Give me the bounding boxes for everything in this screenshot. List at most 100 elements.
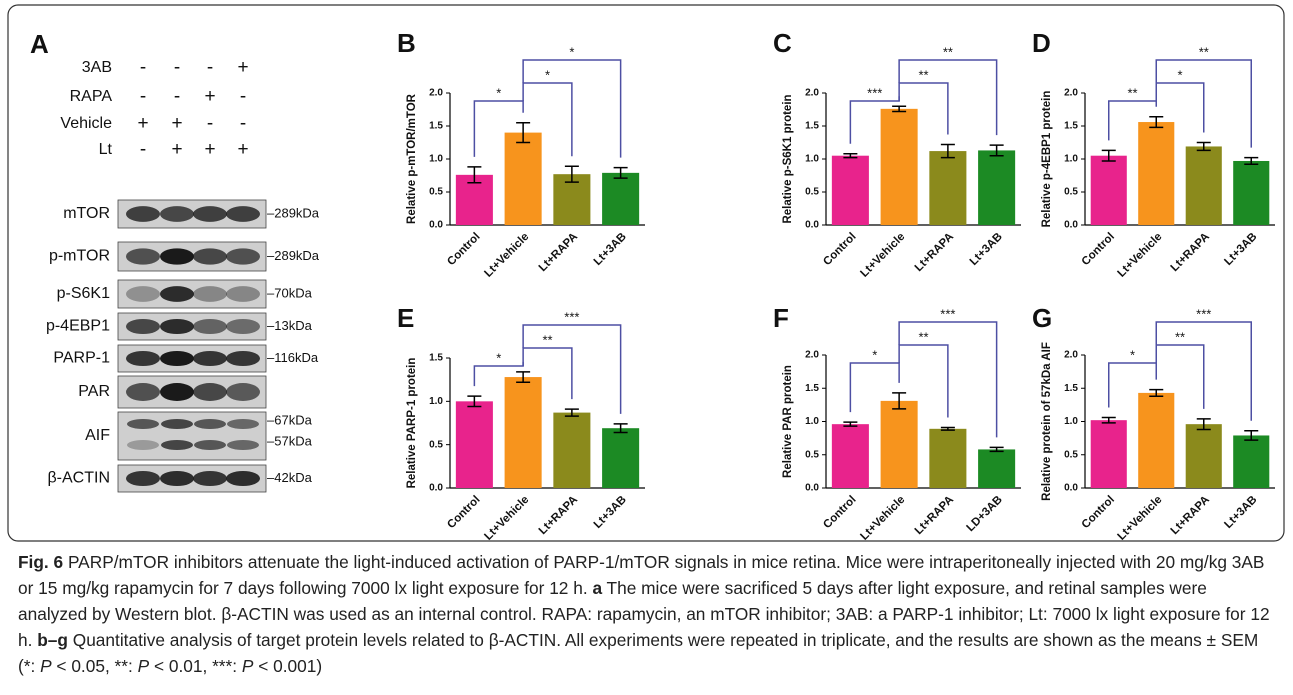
significance-label: ** bbox=[918, 67, 928, 82]
panel-label: B bbox=[397, 28, 416, 58]
bar bbox=[1233, 435, 1269, 488]
treatment-label: Vehicle bbox=[60, 115, 112, 132]
x-tick-label: Lt+3AB bbox=[1222, 494, 1259, 531]
x-tick-label: Lt+RAPA bbox=[537, 494, 580, 537]
y-tick-label: 2.0 bbox=[429, 88, 443, 99]
blot-band bbox=[226, 286, 260, 302]
caption-text: < 0.001) bbox=[253, 656, 322, 676]
x-tick-label: Lt+RAPA bbox=[1169, 231, 1212, 274]
treatment-mark: + bbox=[237, 57, 248, 78]
blot-band bbox=[194, 440, 226, 450]
bar bbox=[1138, 393, 1174, 488]
blot-band bbox=[193, 351, 227, 366]
treatment-mark: + bbox=[204, 86, 215, 107]
caption-text: a bbox=[592, 578, 602, 598]
y-tick-label: 1.0 bbox=[805, 416, 819, 427]
x-tick-label: Lt+Vehicle bbox=[858, 494, 907, 543]
treatment-mark: + bbox=[171, 139, 182, 160]
y-axis-title: Relative p-4EBP1 protein bbox=[1041, 91, 1053, 228]
blot-label: β-ACTIN bbox=[47, 470, 110, 487]
bar bbox=[1091, 156, 1127, 225]
y-tick-label: 0.0 bbox=[429, 220, 443, 231]
blot-band bbox=[193, 383, 227, 401]
caption-text: P bbox=[138, 656, 150, 676]
blot-band bbox=[193, 286, 227, 302]
y-axis-title: Relative PAR protein bbox=[782, 365, 794, 478]
caption-text: < 0.05, **: bbox=[52, 656, 138, 676]
blot-band bbox=[193, 206, 227, 222]
blot-band bbox=[193, 319, 227, 334]
page: A 3AB---+RAPA--+-Vehicle++--Lt-+++mTOR–2… bbox=[0, 0, 1293, 695]
y-tick-label: 1.5 bbox=[429, 353, 443, 364]
x-tick-label: Lt+3AB bbox=[592, 494, 629, 531]
caption-text: < 0.01, ***: bbox=[149, 656, 242, 676]
treatment-mark: - bbox=[140, 86, 146, 107]
bar bbox=[1233, 161, 1269, 225]
blot-band bbox=[226, 471, 260, 486]
blot-size: –42kDa bbox=[267, 470, 313, 485]
significance-label: ** bbox=[1175, 329, 1185, 344]
x-tick-label: Lt+RAPA bbox=[537, 231, 580, 274]
y-tick-label: 0.0 bbox=[1064, 220, 1078, 231]
blot-band bbox=[127, 419, 159, 429]
y-tick-label: 0.5 bbox=[1064, 187, 1078, 198]
blot-band bbox=[126, 471, 160, 486]
blot-band bbox=[160, 206, 194, 222]
bar bbox=[553, 413, 590, 488]
bar bbox=[881, 109, 918, 225]
y-axis-title: Relative PARP-1 protein bbox=[406, 358, 418, 489]
bar bbox=[832, 424, 869, 488]
bar bbox=[1091, 420, 1127, 488]
bar bbox=[456, 401, 493, 488]
blot-band bbox=[126, 351, 160, 366]
caption-label: Fig. 6 bbox=[18, 552, 63, 572]
blot-band bbox=[194, 419, 226, 429]
x-tick-label: Control bbox=[1080, 494, 1117, 531]
blot-band bbox=[161, 440, 193, 450]
treatment-mark: - bbox=[174, 57, 180, 78]
y-tick-label: 0.5 bbox=[1064, 449, 1078, 460]
y-tick-label: 1.5 bbox=[805, 121, 819, 132]
caption-text: b–g bbox=[37, 630, 68, 650]
y-tick-label: 1.5 bbox=[1064, 383, 1078, 394]
treatment-mark: + bbox=[237, 139, 248, 160]
bar bbox=[602, 428, 639, 488]
y-tick-label: 1.0 bbox=[429, 396, 443, 407]
y-tick-label: 0.0 bbox=[1064, 483, 1078, 494]
y-tick-label: 1.5 bbox=[429, 121, 443, 132]
blot-band bbox=[126, 248, 160, 264]
caption: Fig. 6 PARP/mTOR inhibitors attenuate th… bbox=[18, 549, 1280, 679]
caption-text: P bbox=[40, 656, 52, 676]
panel-label: F bbox=[773, 303, 789, 333]
treatment-mark: - bbox=[174, 86, 180, 107]
x-tick-label: Control bbox=[821, 494, 858, 531]
bar bbox=[832, 156, 869, 225]
y-tick-label: 0.5 bbox=[429, 187, 443, 198]
significance-label: ** bbox=[918, 329, 928, 344]
blot-band bbox=[126, 286, 160, 302]
y-tick-label: 2.0 bbox=[1064, 88, 1078, 99]
significance-label: * bbox=[1130, 347, 1135, 362]
bar bbox=[929, 429, 966, 488]
blot-label: AIF bbox=[85, 427, 110, 444]
significance-label: ** bbox=[1199, 44, 1209, 59]
significance-label: *** bbox=[1196, 306, 1211, 321]
blot-band bbox=[193, 471, 227, 486]
bar bbox=[978, 449, 1015, 488]
x-tick-label: Lt+RAPA bbox=[1169, 494, 1212, 537]
treatment-mark: - bbox=[207, 57, 213, 78]
y-tick-label: 0.5 bbox=[805, 449, 819, 460]
figure: A 3AB---+RAPA--+-Vehicle++--Lt-+++mTOR–2… bbox=[0, 0, 1293, 548]
x-tick-label: Control bbox=[1080, 231, 1117, 268]
blot-label: PAR bbox=[78, 383, 110, 400]
blot-band bbox=[226, 319, 260, 334]
y-tick-label: 0.0 bbox=[429, 483, 443, 494]
treatment-label: Lt bbox=[99, 141, 113, 158]
blot-size: –57kDa bbox=[267, 433, 313, 448]
x-tick-label: Lt+Vehicle bbox=[482, 231, 531, 280]
bar bbox=[929, 151, 966, 225]
blot-band bbox=[160, 286, 194, 302]
blot-band bbox=[126, 319, 160, 334]
treatment-mark: + bbox=[171, 113, 182, 134]
bar bbox=[978, 150, 1015, 225]
